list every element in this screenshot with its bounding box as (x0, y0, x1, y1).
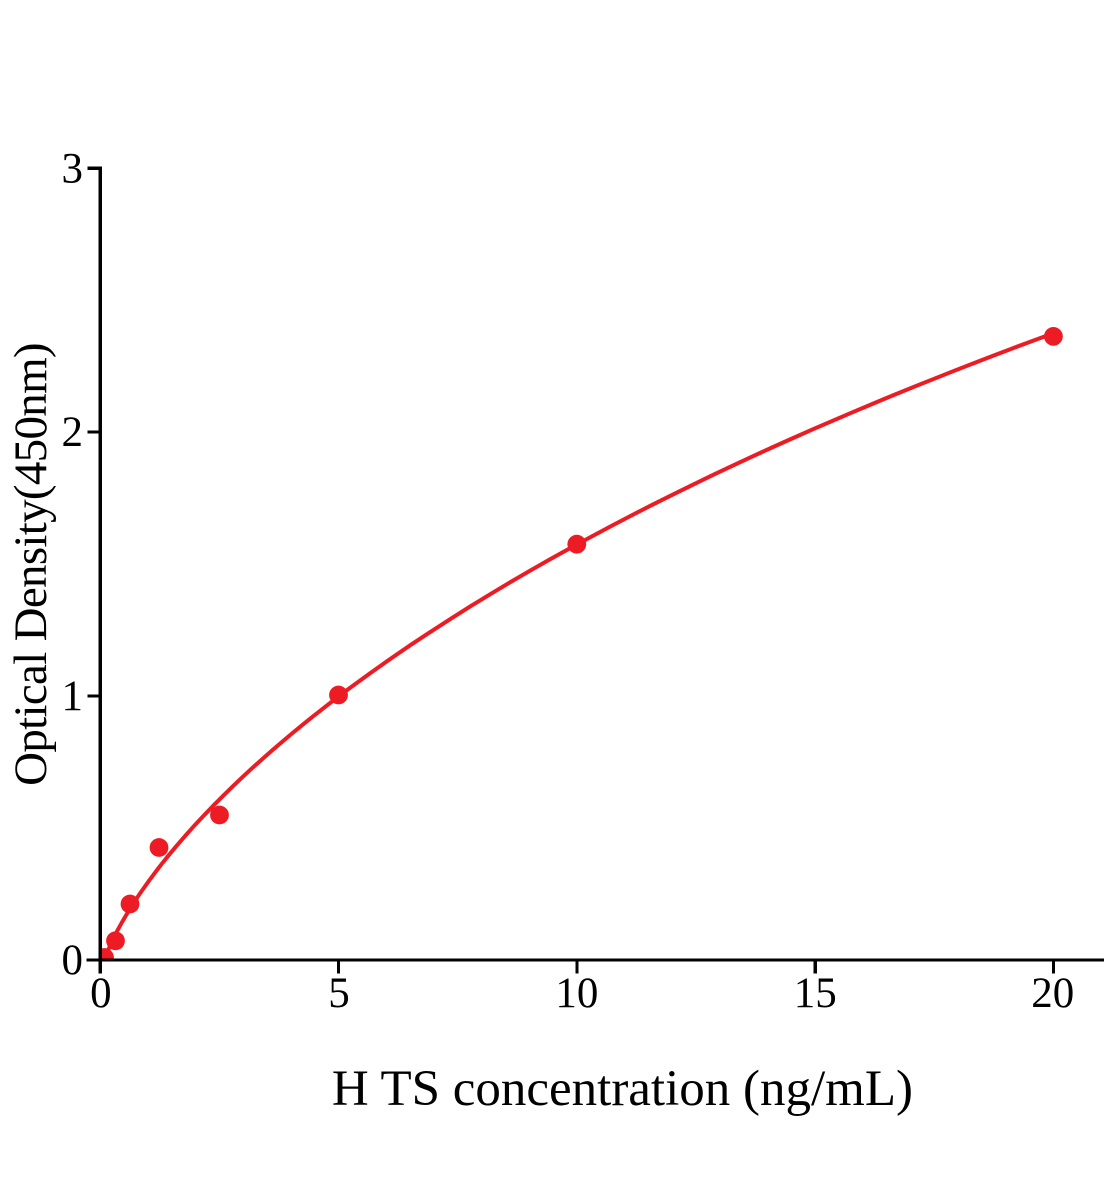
svg-text:5: 5 (328, 970, 350, 1017)
svg-text:0: 0 (90, 970, 112, 1017)
svg-text:H TS concentration (ng/mL): H TS concentration (ng/mL) (332, 1061, 913, 1117)
svg-text:10: 10 (555, 970, 598, 1017)
svg-text:15: 15 (794, 970, 837, 1017)
svg-text:0: 0 (62, 937, 84, 984)
svg-text:Optical Density(450nm): Optical Density(450nm) (5, 343, 57, 786)
svg-text:2: 2 (62, 409, 84, 456)
svg-text:1: 1 (62, 673, 84, 720)
svg-text:20: 20 (1031, 970, 1074, 1017)
svg-text:3: 3 (62, 145, 84, 192)
